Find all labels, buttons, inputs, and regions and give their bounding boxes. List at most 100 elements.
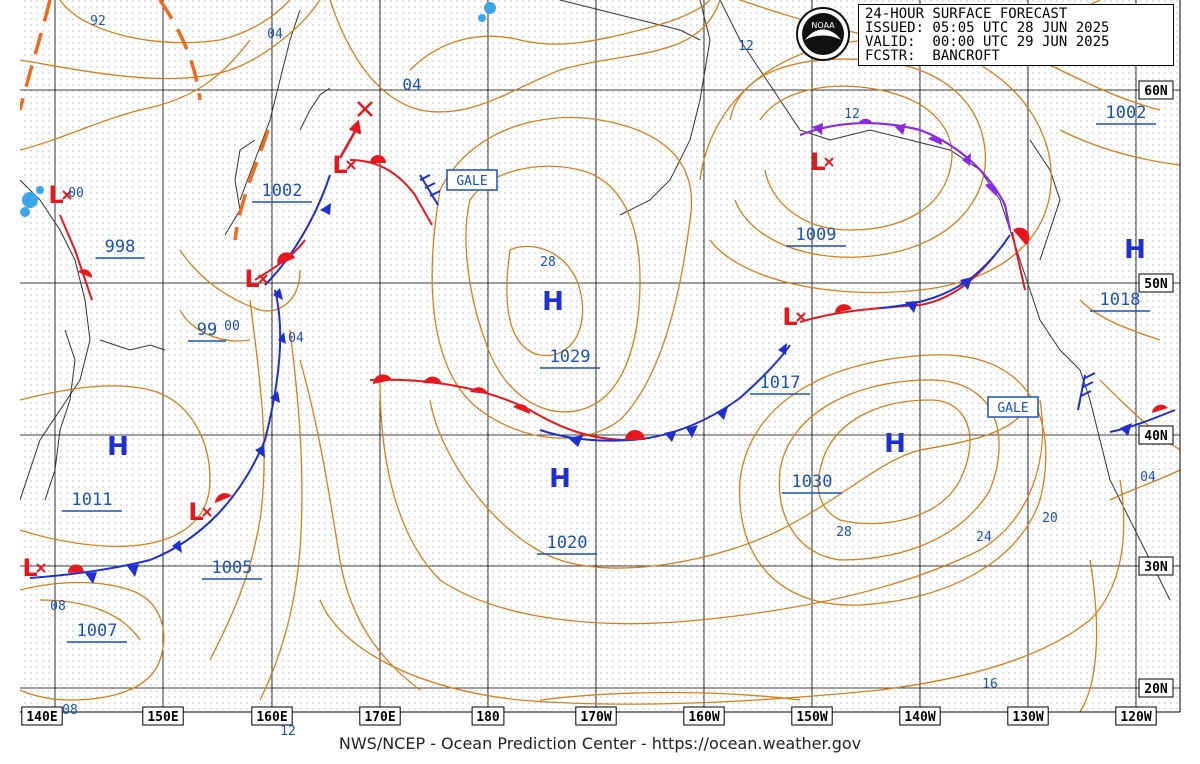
gale-warning-box — [446, 169, 498, 191]
lon-label: 140E — [26, 710, 57, 725]
lon-label: 180 — [476, 710, 500, 725]
sea-ice — [20, 2, 496, 217]
isobar-label: 28 — [836, 525, 852, 540]
lat-label-box — [1138, 273, 1174, 293]
isobar-label: 28 — [540, 255, 556, 270]
lon-label: 160W — [688, 710, 719, 725]
center-pressure-value: 1009 — [796, 225, 837, 245]
center-pressure-value: 1002 — [1106, 103, 1147, 123]
lon-label-box — [683, 706, 725, 726]
forecast-info-box: 24-HOUR SURFACE FORECAST ISSUED: 05:05 U… — [858, 4, 1174, 66]
center-pressure-value: 1018 — [1100, 290, 1141, 310]
low-center-x-icon — [36, 563, 46, 573]
center-pressure-value: 1002 — [262, 181, 303, 201]
center-pressure-value: 1005 — [212, 558, 253, 578]
center-pressure-value: 1011 — [72, 490, 113, 510]
lat-label-box — [1138, 425, 1174, 445]
longitude-labels: 140E 150E 160E 170E 180 170W 160W 150W 140W 130W 1… — [21, 706, 1157, 726]
center-pressure-value: 1029 — [550, 347, 591, 367]
low-center-x-icon — [346, 160, 356, 170]
lon-label-box — [359, 706, 401, 726]
low-pressure-symbol: L — [48, 181, 63, 209]
lat-label: 20N — [1144, 682, 1168, 697]
isobar-label: 20 — [1042, 511, 1058, 526]
gale-warnings: GALE GALE — [446, 169, 1039, 418]
high-pressure-symbol: H — [884, 429, 906, 459]
isobar-label: 08 — [50, 599, 66, 614]
high-pressure-symbol: H — [107, 432, 129, 462]
low-center-x-icon — [796, 312, 806, 322]
lon-label-box — [575, 706, 617, 726]
isobar-label: 08 — [62, 703, 78, 718]
center-pressure-value: 99 — [197, 320, 217, 340]
isobar-label: 00 — [68, 186, 84, 201]
isobar-label: 24 — [976, 530, 992, 545]
low-pressure-symbol: L — [188, 498, 203, 526]
cold-front-west — [29, 174, 331, 584]
low-center-x-icon — [258, 274, 268, 284]
lon-label: 130W — [1012, 710, 1043, 725]
noaa-logo-text: NOAA — [811, 21, 835, 30]
issued-time: ISSUED: 05:05 UTC 28 JUN 2025 — [865, 20, 1110, 36]
lon-label-box — [1007, 706, 1049, 726]
lon-label-box — [471, 706, 505, 726]
center-pressure-value: 1030 — [792, 472, 833, 492]
gale-warning-label: GALE — [997, 401, 1028, 416]
high-pressure-symbol: H — [1124, 235, 1146, 265]
lon-label: 170W — [580, 710, 611, 725]
front-eastern-pacific — [799, 227, 1176, 436]
storm-track-arrow — [338, 101, 373, 159]
isobar-labels: 92 04 04 12 12 00 00 04 28 28 24 20 16 04 08 08 12 — [50, 14, 1156, 739]
isobar-label: 12 — [280, 724, 296, 739]
lon-label: 120W — [1120, 710, 1151, 725]
occluded-front — [799, 118, 1012, 231]
map-background — [20, 0, 1180, 712]
lon-label: 170E — [364, 710, 395, 725]
lon-label-box — [251, 706, 293, 726]
noaa-logo-icon: NOAA — [796, 7, 850, 61]
isobar-label: 92 — [90, 14, 106, 29]
valid-time: VALID: 00:00 UTC 29 JUN 2025 — [865, 34, 1110, 50]
lat-label-box — [1138, 80, 1174, 100]
low-pressure-symbol: L — [332, 151, 347, 179]
center-pressure-value: 1020 — [547, 533, 588, 553]
wind-barb-icon — [419, 174, 1096, 411]
lat-label-box — [1138, 678, 1174, 698]
low-center-x-icon — [824, 157, 834, 167]
front-central-pacific — [369, 343, 791, 447]
ice-edge — [20, 0, 270, 241]
lat-label: 60N — [1144, 84, 1168, 99]
credit-line: NWS/NCEP - Ocean Prediction Center - htt… — [338, 734, 862, 753]
gale-warning-box — [987, 396, 1039, 418]
isobar-label: 16 — [982, 677, 998, 692]
isobar-label: 04 — [267, 27, 283, 42]
lon-label: 150E — [147, 710, 178, 725]
high-pressure-symbol: H — [549, 464, 571, 494]
forecaster-name: FCSTR: BANCROFT — [865, 48, 1000, 64]
low-pressure-symbol: L — [22, 554, 37, 582]
isobar-label: 12 — [844, 107, 860, 122]
low-pressure-symbol: L — [782, 303, 797, 331]
center-pressure-value: 998 — [105, 237, 136, 257]
lon-label: 150W — [796, 710, 827, 725]
lat-label: 40N — [1144, 429, 1168, 444]
lon-label-box — [142, 706, 184, 726]
low-center-x-icon — [62, 190, 72, 200]
center-pressure-value: 1007 — [77, 621, 118, 641]
lon-label-box — [899, 706, 941, 726]
latitude-labels: 60N 50N 40N 30N 20N — [1138, 80, 1174, 698]
lon-label: 140W — [904, 710, 935, 725]
lon-label: 160E — [256, 710, 287, 725]
lon-label-box — [21, 706, 63, 726]
lat-label: 50N — [1144, 277, 1168, 292]
lon-label-box — [1115, 706, 1157, 726]
isobar-label: 00 — [224, 319, 240, 334]
low-pressure-symbol: L — [244, 265, 259, 293]
lat-label: 30N — [1144, 560, 1168, 575]
warm-front-west — [59, 155, 433, 573]
isobar-label: 12 — [738, 39, 754, 54]
forecast-title: 24-HOUR SURFACE FORECAST — [865, 6, 1068, 22]
lon-label-box — [791, 706, 833, 726]
low-pressure-symbol: L — [810, 148, 825, 176]
